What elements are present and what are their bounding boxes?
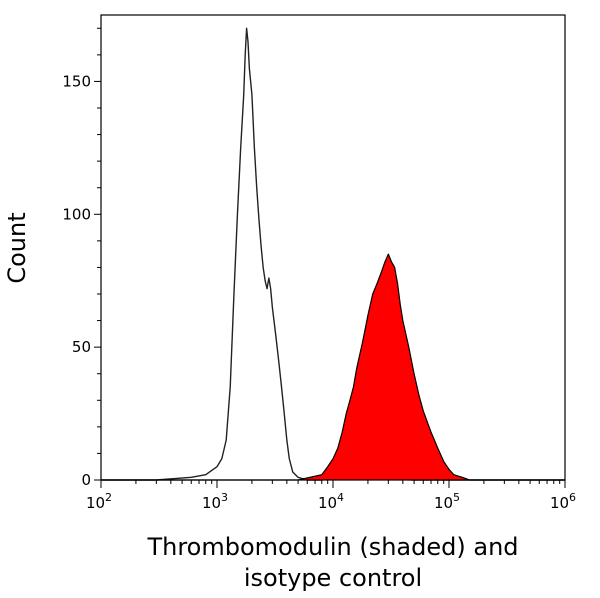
y-tick-label: 0 — [81, 471, 91, 489]
x-tick-label: 104 — [318, 491, 344, 512]
series-isotype-control-line — [101, 27, 565, 481]
series-thrombomodulin-outline — [101, 253, 565, 481]
y-tick-label: 50 — [72, 338, 91, 356]
x-axis-title-line-2: isotype control — [244, 564, 422, 592]
x-tick-label: 102 — [86, 491, 112, 512]
y-tick-label: 150 — [62, 72, 91, 90]
plot-frame — [100, 14, 566, 481]
x-tick-label: 106 — [550, 491, 576, 512]
y-tick-label: 100 — [62, 205, 91, 223]
x-tick-label: 103 — [202, 491, 228, 512]
x-axis-title-line-1: Thrombomodulin (shaded) and — [146, 533, 518, 561]
plot-series — [101, 27, 565, 481]
y-axis-title: Count — [3, 212, 31, 283]
x-axis: 102 103 104 105 106 — [86, 480, 576, 512]
y-axis: 0 50 100 150 — [62, 27, 101, 489]
x-tick-label: 105 — [434, 491, 460, 512]
series-thrombomodulin-fill — [101, 254, 565, 480]
